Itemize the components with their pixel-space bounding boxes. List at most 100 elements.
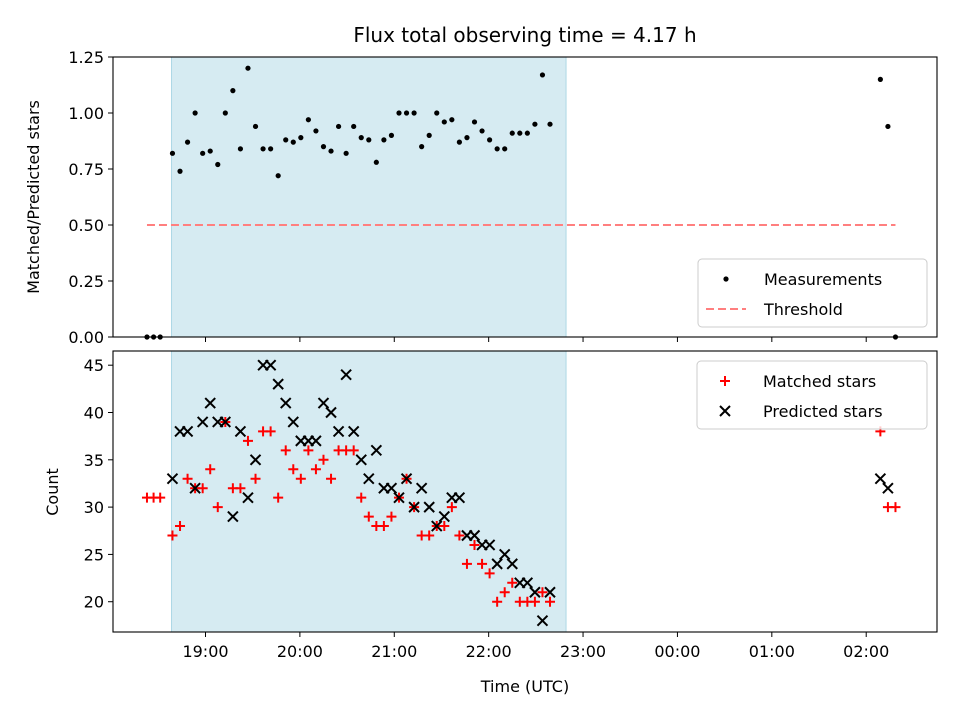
measurement-point — [539, 72, 546, 78]
axes-frame — [112, 350, 938, 633]
predicted-star-point — [483, 539, 496, 551]
matched-star-point — [454, 530, 465, 541]
measurement-point — [381, 137, 387, 143]
matched-star-point — [461, 558, 472, 569]
y-tick-label: 40 — [84, 403, 104, 422]
matched-star-point — [205, 464, 216, 475]
measurement-point — [320, 144, 327, 150]
measurement-point — [252, 123, 259, 130]
predicted-star-point — [521, 577, 534, 589]
legend-box — [697, 258, 928, 328]
measurement-point — [403, 110, 410, 116]
matched-star-point — [477, 558, 488, 569]
matched-star-point — [378, 521, 389, 532]
predicted-star-point — [355, 454, 367, 466]
predicted-star-point — [423, 501, 435, 513]
y-tick-label: 45 — [84, 356, 104, 375]
measurement-point — [200, 150, 206, 156]
y-tick-label: 35 — [84, 451, 104, 470]
predicted-star-point — [227, 510, 239, 523]
x-tick-label: 20:00 — [277, 642, 323, 661]
predicted-star-point — [544, 586, 556, 598]
predicted-star-point — [385, 482, 398, 494]
predicted-star-point — [498, 548, 511, 561]
measurement-point — [449, 117, 455, 123]
measurement-point — [268, 146, 274, 152]
measurement-point — [215, 161, 221, 168]
predicted-star-point — [408, 501, 420, 513]
legend-measurements-marker — [723, 276, 729, 282]
matched-star-point — [424, 530, 435, 541]
predicted-star-point — [874, 473, 887, 485]
predicted-star-point — [264, 359, 277, 371]
predicted-star-point — [536, 614, 549, 627]
measurement-point — [343, 150, 349, 156]
measurement-point — [283, 137, 289, 143]
matched-star-point — [492, 596, 503, 607]
predicted-star-point — [280, 397, 292, 409]
matched-star-point — [212, 502, 223, 513]
measurement-point — [177, 168, 183, 174]
x-tick-label: 21:00 — [371, 642, 417, 661]
matched-star-point — [235, 483, 246, 494]
measurement-point — [426, 132, 432, 138]
measurement-point — [502, 146, 508, 152]
y-tick-label: 0.25 — [68, 272, 104, 291]
measurement-point — [290, 139, 296, 145]
measurement-point — [434, 110, 440, 116]
matched-star-point — [288, 464, 299, 475]
predicted-star-point — [347, 425, 360, 438]
matched-star-point — [303, 445, 314, 456]
predicted-star-point — [325, 406, 337, 419]
x-tick-label: 19:00 — [182, 642, 228, 661]
legend-label: Measurements — [764, 270, 882, 289]
predicted-star-point — [287, 416, 299, 428]
matched-star-point — [469, 539, 480, 550]
predicted-star-point — [242, 491, 254, 504]
measurement-point — [298, 135, 304, 141]
measurement-point — [487, 137, 493, 143]
legend-predicted-marker — [719, 405, 731, 417]
predicted-star-point — [468, 529, 481, 542]
predicted-star-point — [393, 491, 405, 504]
measurement-point — [885, 123, 891, 130]
matched-star-point — [167, 530, 178, 541]
legend-label: Matched stars — [763, 372, 876, 391]
measurement-point — [471, 119, 478, 125]
measurement-point — [335, 123, 342, 130]
legend-box — [696, 360, 928, 430]
matched-star-point — [318, 454, 329, 465]
measurement-point — [479, 128, 485, 134]
predicted-star-point — [415, 482, 428, 494]
predicted-star-point — [340, 368, 352, 381]
x-tick-label: 01:00 — [749, 642, 795, 661]
measurement-point — [184, 139, 191, 145]
y-tick-label: 1.00 — [68, 104, 104, 123]
predicted-star-point — [332, 425, 345, 438]
matched-star-point — [386, 511, 397, 522]
predicted-star-point — [310, 435, 322, 447]
predicted-star-point — [438, 510, 451, 523]
predicted-star-point — [370, 444, 383, 457]
matched-star-point — [182, 473, 193, 484]
predicted-star-point — [506, 558, 518, 570]
measurement-point — [373, 159, 379, 165]
chart-title: Flux total observing time = 4.17 h — [353, 23, 696, 47]
matched-star-point — [273, 492, 284, 503]
predicted-star-point — [196, 416, 209, 428]
plot-layer: 0.00 0.25 0.50 0.75 1.00 1.25 Measurements Thre… — [68, 48, 938, 661]
measurement-point — [411, 110, 417, 116]
predicted-star-point — [400, 473, 413, 485]
matched-star-point — [363, 511, 374, 522]
predicted-star-point — [249, 454, 262, 466]
x-axis-label: Time (UTC) — [480, 677, 569, 696]
shaded-span — [171, 351, 567, 632]
x-tick-label: 22:00 — [466, 642, 512, 661]
measurement-point — [245, 65, 251, 71]
matched-star-point — [439, 521, 450, 532]
measurement-point — [517, 130, 523, 136]
legend-label: Predicted stars — [763, 402, 883, 421]
predicted-star-point — [317, 397, 330, 409]
measurement-point — [396, 110, 402, 116]
predicted-star-point — [204, 397, 216, 409]
